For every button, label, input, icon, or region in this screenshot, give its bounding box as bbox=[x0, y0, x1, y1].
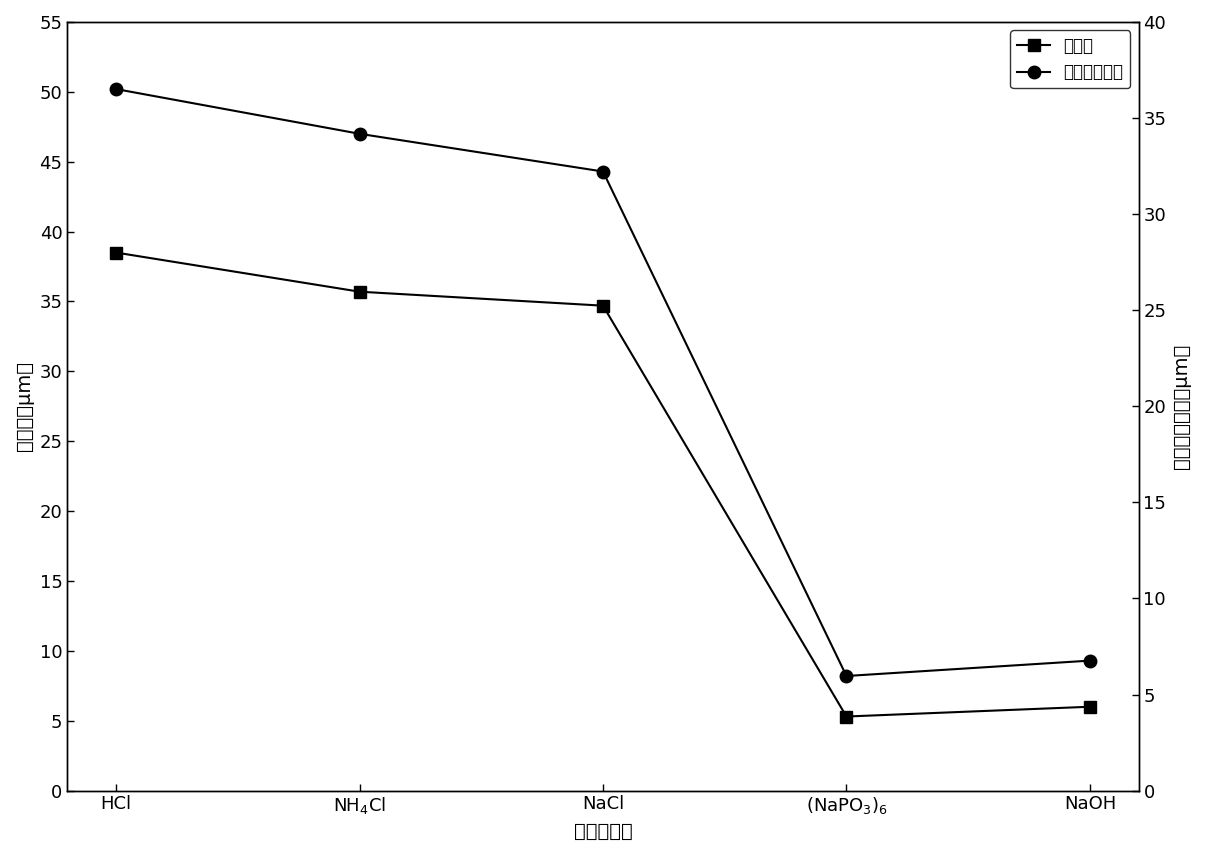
中位径 bbox=[109, 247, 123, 258]
体积平均粒径 bbox=[1083, 656, 1097, 666]
X-axis label: 化学分散剂: 化学分散剂 bbox=[574, 822, 632, 841]
体积平均粒径 bbox=[352, 128, 367, 139]
Line: 体积平均粒径: 体积平均粒径 bbox=[110, 83, 1096, 682]
中位径 bbox=[596, 300, 610, 311]
体积平均粒径 bbox=[596, 166, 610, 176]
Legend: 中位径, 体积平均粒径: 中位径, 体积平均粒径 bbox=[1011, 30, 1130, 88]
体积平均粒径 bbox=[839, 671, 854, 681]
中位径 bbox=[1083, 702, 1097, 712]
Y-axis label: 体积平均粒径（μm）: 体积平均粒径（μm） bbox=[1172, 343, 1192, 469]
Line: 中位径: 中位径 bbox=[110, 247, 1096, 722]
中位径 bbox=[352, 287, 367, 297]
体积平均粒径 bbox=[109, 84, 123, 94]
Y-axis label: 中位径（μm）: 中位径（μm） bbox=[14, 361, 34, 451]
中位径 bbox=[839, 711, 854, 722]
